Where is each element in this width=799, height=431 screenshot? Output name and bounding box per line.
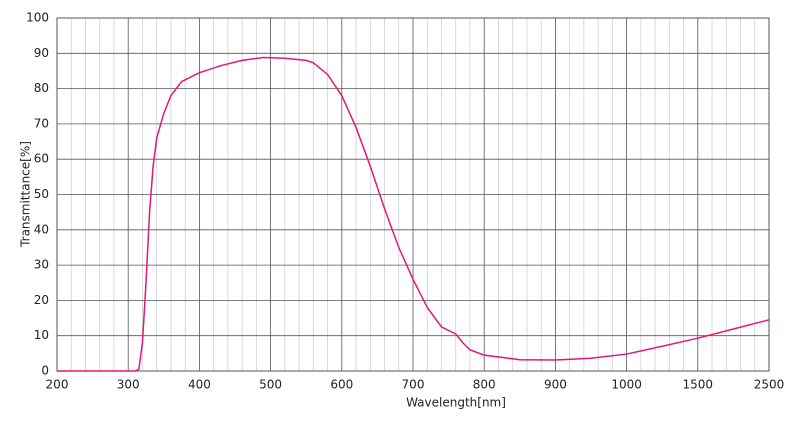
- x-tick-label: 400: [188, 378, 211, 392]
- x-tick-label: 2500: [754, 378, 785, 392]
- x-tick-label: 600: [330, 378, 353, 392]
- x-tick-label: 500: [259, 378, 282, 392]
- y-tick-label: 20: [34, 293, 49, 307]
- x-tick-label: 300: [117, 378, 140, 392]
- y-tick-label: 50: [34, 187, 49, 201]
- y-tick-label: 0: [41, 364, 49, 378]
- plot-frame: [56, 17, 770, 372]
- x-tick-label: 200: [46, 378, 69, 392]
- x-tick-label: 800: [473, 378, 496, 392]
- data-line: [57, 56, 770, 372]
- x-tick-label: 1500: [683, 378, 714, 392]
- x-tick-label: 900: [544, 378, 567, 392]
- x-tick-label: 1000: [611, 378, 642, 392]
- y-tick-label: 70: [34, 116, 49, 130]
- y-tick-label: 80: [34, 81, 49, 95]
- y-tick-label: 100: [26, 11, 49, 25]
- y-tick-label: 90: [34, 46, 49, 60]
- y-axis-label: Transmittance[%]: [19, 141, 33, 248]
- y-tick-label: 40: [34, 222, 49, 236]
- y-tick-label: 30: [34, 258, 49, 272]
- x-tick-label: 700: [402, 378, 425, 392]
- x-axis-label: Wavelength[nm]: [406, 396, 506, 410]
- y-tick-label: 60: [34, 152, 49, 166]
- y-tick-label: 10: [34, 328, 49, 342]
